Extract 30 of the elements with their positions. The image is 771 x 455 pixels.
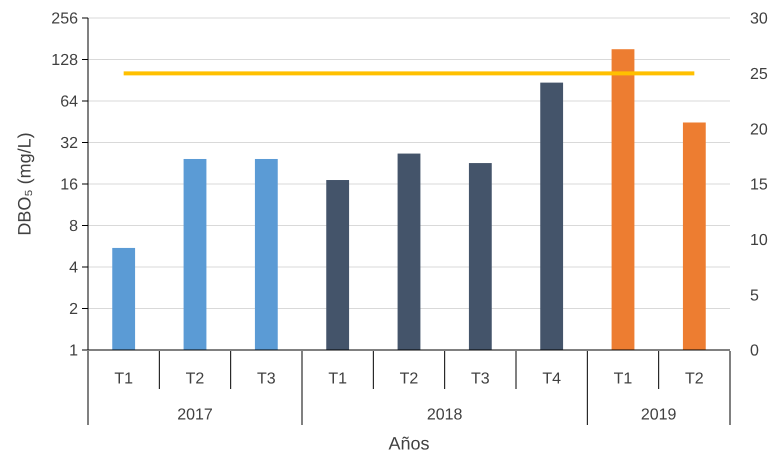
y-tick-label: 256	[51, 10, 78, 28]
x-tick-label: T2	[684, 370, 704, 388]
text: 2019	[640, 406, 677, 424]
y-tick-label: 64	[60, 94, 78, 111]
y-tick-label: 32	[60, 135, 78, 152]
y-tick-label: 128	[51, 52, 78, 70]
x-tick-label: T4	[542, 370, 562, 388]
y2-tick-label: 10	[750, 232, 768, 249]
x-tick-label: T1	[614, 370, 632, 388]
y-tick-label: 1	[69, 342, 78, 360]
y2-tick-label: 5	[750, 287, 759, 304]
y-tick-label: 2	[69, 301, 78, 318]
y2-tick-label: 15	[750, 176, 768, 194]
x-tick-label: T3	[470, 370, 490, 388]
x-tick-label: T2	[186, 370, 204, 388]
y2-tick-label: 20	[750, 121, 768, 138]
x-tick-label: T1	[328, 370, 348, 388]
text: 2018	[426, 406, 463, 424]
y2-tick-label: 0	[750, 342, 759, 360]
text: 2017	[177, 406, 213, 424]
y-tick-label: 8	[69, 218, 78, 236]
x-tick-label: T3	[256, 370, 276, 388]
y-tick-label: 4	[69, 260, 78, 277]
x-tick-label: T2	[400, 370, 418, 388]
y-tick-label: 16	[60, 176, 78, 194]
x-axis-title: Años	[388, 433, 430, 454]
x-tick-label: T1	[114, 370, 134, 388]
y2-tick-label: 30	[750, 10, 768, 28]
y-axis-title: DBO₅ (mg/L)	[14, 132, 34, 236]
y2-tick-label: 25	[750, 66, 768, 83]
